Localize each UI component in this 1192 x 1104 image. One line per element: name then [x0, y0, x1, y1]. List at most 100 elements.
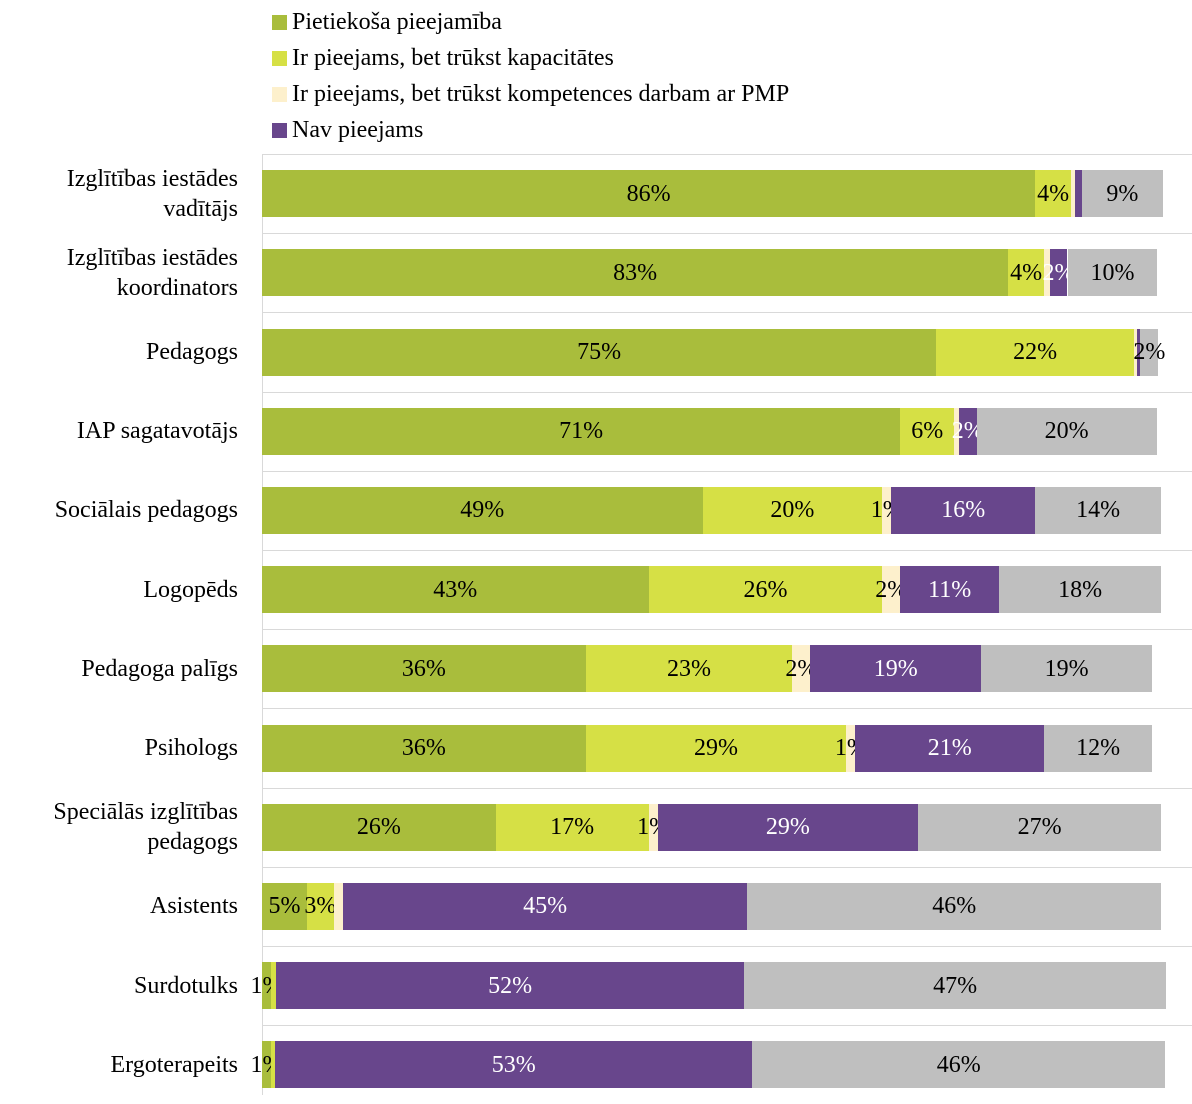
category-label: Pedagoga palīgs [81, 655, 238, 682]
legend-label: Nav pieejams [292, 117, 424, 143]
data-label: 83% [613, 259, 658, 286]
bar-segment [262, 328, 937, 376]
category-label: Speciālās izglītības pedagogs [53, 799, 238, 856]
bar-segment [882, 566, 901, 614]
row-separator [262, 787, 1192, 789]
data-label: 12% [1076, 735, 1121, 761]
bar-segment [1071, 170, 1075, 218]
bar-segment [585, 724, 847, 772]
bar-segment [936, 328, 1135, 376]
legend-swatch [272, 51, 287, 66]
bar-segment [891, 486, 1036, 534]
data-label: 47% [933, 972, 978, 999]
bar-segment [751, 1041, 1166, 1089]
data-label: 4% [1037, 180, 1070, 207]
bar-segment [262, 882, 307, 930]
bar-segment [1044, 724, 1152, 772]
row-separator [262, 550, 1192, 551]
row-separator [262, 470, 1192, 472]
bar-segment [262, 566, 649, 614]
bar-segment [1136, 328, 1141, 376]
row-separator [262, 866, 1192, 868]
bar-segment [1044, 249, 1050, 297]
data-label: 29% [765, 814, 810, 841]
legend-label: Ir pieejams, bet trūkst kompetences darb… [292, 81, 790, 107]
bar-segment [495, 803, 649, 851]
data-label: 46% [936, 1051, 981, 1078]
legend-label: Ir pieejams, bet trūkst kapacitātes [292, 45, 614, 71]
category-label: Logopēds [143, 576, 238, 603]
bar-segment [270, 962, 277, 1010]
bar-segment [954, 407, 959, 455]
bar-segment [981, 645, 1152, 693]
y-axis-line [262, 154, 263, 1095]
bar-segment [585, 645, 793, 693]
category-label: Sociālais pedagogs [54, 497, 238, 524]
bar-segment [276, 962, 744, 1010]
data-label: 75% [577, 339, 622, 365]
bar-segment [1081, 170, 1163, 218]
data-label: 26% [356, 814, 401, 841]
data-label: 52% [488, 972, 533, 999]
row-separator [262, 312, 1192, 314]
data-label: 21% [927, 735, 972, 761]
data-label: 36% [401, 655, 446, 682]
bar-segment [270, 1041, 276, 1089]
bar-segment [262, 803, 496, 851]
bar-segment [743, 962, 1167, 1010]
bar-segment [1008, 249, 1045, 297]
row-separator [262, 233, 1192, 235]
legend-label: Pietiekoša pieejamība [292, 9, 502, 35]
legend-swatch [272, 123, 287, 138]
bar-segment [747, 882, 1161, 930]
bar-segment [262, 1041, 271, 1089]
bar-segment [262, 249, 1009, 297]
data-label: 23% [667, 655, 712, 682]
bar-segment [846, 724, 856, 772]
bar-segment [958, 407, 977, 455]
data-label: 71% [559, 418, 604, 445]
bar-segment [1074, 170, 1082, 218]
row-separator [262, 1025, 1192, 1027]
data-label: 17% [550, 814, 595, 841]
bar-segment [900, 566, 1000, 614]
data-label: 36% [401, 735, 446, 761]
bar-segment [342, 882, 748, 930]
bar-segment [900, 407, 955, 455]
bar-segment [1140, 328, 1159, 376]
bar-segment [792, 645, 811, 693]
category-label: IAP sagatavotājs [76, 418, 238, 445]
data-label: 26% [743, 576, 788, 603]
category-label: Pedagogs [146, 338, 238, 365]
category-label: Asistents [149, 893, 238, 920]
bar-segment [1134, 328, 1137, 376]
data-label: 2% [1133, 339, 1166, 365]
category-label: Psihologs [144, 734, 238, 761]
legend-swatch [272, 15, 287, 30]
row-separator [262, 629, 1192, 631]
data-label: 4% [1010, 259, 1043, 286]
bar-segment [262, 724, 586, 772]
bar-segment [275, 1041, 752, 1089]
category-label: Surdotulks [133, 972, 238, 999]
data-label: 5% [268, 893, 301, 920]
bar-segment [333, 882, 343, 930]
bar-segment [918, 803, 1161, 851]
data-label: 20% [1044, 418, 1089, 445]
data-label: 46% [932, 893, 977, 920]
data-label: 6% [911, 418, 944, 445]
data-label: 3% [304, 893, 337, 920]
bar-segment [262, 407, 901, 455]
bar-segment [657, 803, 919, 851]
bar-segment [882, 486, 892, 534]
data-label: 43% [433, 576, 478, 603]
bar-segment [999, 566, 1161, 614]
data-label: 49% [460, 497, 505, 524]
bar-segment [1049, 249, 1068, 297]
legend-swatch [272, 87, 287, 102]
category-label: Ergoterapeits [110, 1051, 238, 1078]
bar-segment [702, 486, 883, 534]
category-label: Izglītības iestādes koordinators [66, 244, 238, 301]
